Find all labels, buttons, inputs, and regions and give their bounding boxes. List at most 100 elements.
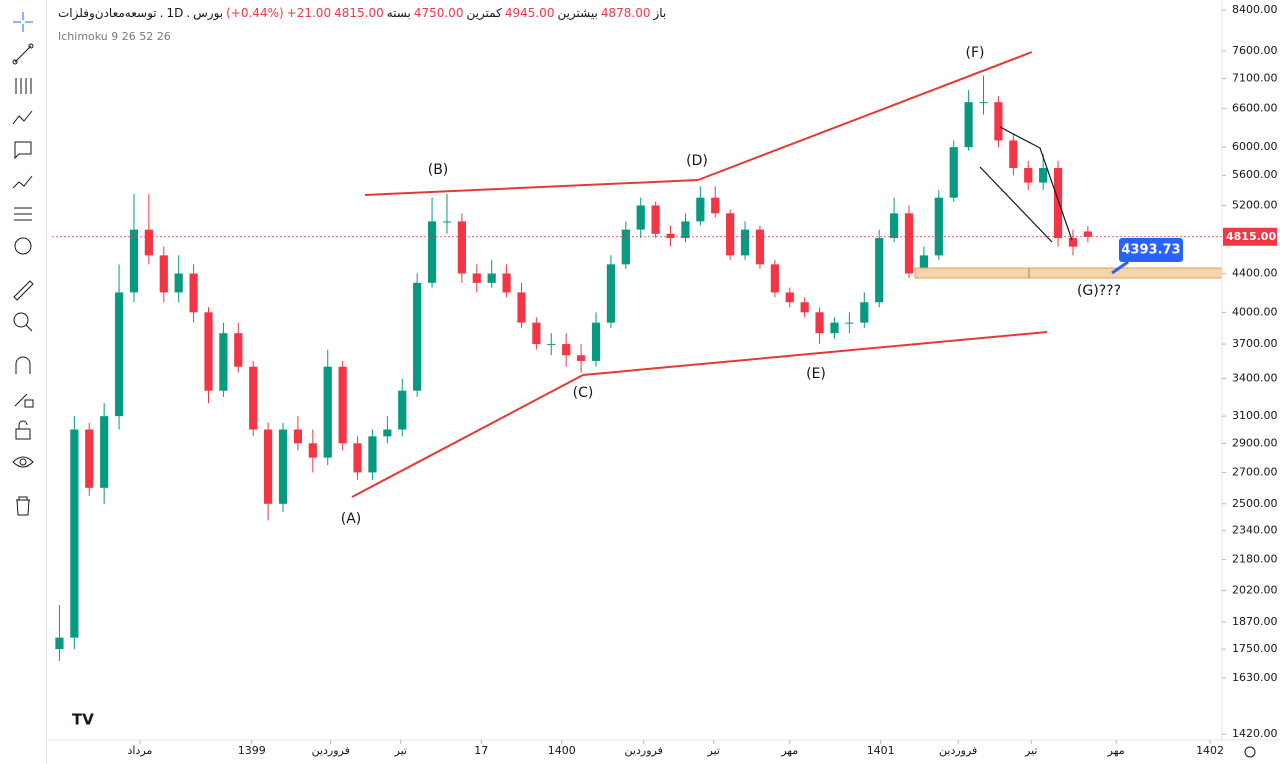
candle-body xyxy=(398,390,407,430)
candle-body xyxy=(994,102,1003,141)
pattern-tool[interactable] xyxy=(11,106,35,130)
candle-body xyxy=(55,637,64,650)
y-tick-label: 2180.00 xyxy=(1232,553,1278,566)
prediction-tool[interactable] xyxy=(11,170,35,194)
candle-body xyxy=(308,443,317,458)
y-tick-label: 1750.00 xyxy=(1232,642,1278,655)
wave-label: (A) xyxy=(341,511,362,527)
candle-body xyxy=(696,197,705,222)
y-tick-label: 4400.00 xyxy=(1232,266,1278,279)
high-value: 4945.00 xyxy=(504,6,555,20)
candle-body xyxy=(144,229,153,256)
zoom-tool[interactable] xyxy=(11,310,35,334)
x-tick-label: مهر xyxy=(1107,744,1125,757)
y-tick-label: 4000.00 xyxy=(1232,305,1278,318)
y-tick-label: 1870.00 xyxy=(1232,615,1278,628)
candle-body xyxy=(189,273,198,313)
candle-body xyxy=(383,429,392,437)
candle-body xyxy=(562,344,571,356)
y-tick-label: 2340.00 xyxy=(1232,524,1278,537)
callout-text: 4393.73 xyxy=(1121,243,1180,258)
last-price-tag xyxy=(1223,227,1277,246)
candle-body xyxy=(323,366,332,458)
candle-body xyxy=(1083,231,1092,237)
candle-body xyxy=(755,229,765,265)
visibility-tool[interactable] xyxy=(11,450,35,474)
icon-tool[interactable] xyxy=(11,234,35,258)
candle-body xyxy=(770,264,779,293)
x-tick-label: فروردین xyxy=(939,744,977,757)
fib-tool[interactable] xyxy=(11,74,35,98)
candle-body xyxy=(264,429,273,504)
candle-body xyxy=(979,102,988,104)
low-value: 4750.00 xyxy=(413,6,464,20)
lock-draw-tool[interactable] xyxy=(11,386,35,410)
line-tool[interactable] xyxy=(11,42,35,66)
candle-body xyxy=(934,197,943,256)
candle-body xyxy=(681,221,690,239)
y-tick-label: 2020.00 xyxy=(1232,584,1278,597)
crosshair-tool[interactable] xyxy=(11,10,35,34)
candle-body xyxy=(100,416,109,488)
candle-body xyxy=(70,429,79,638)
low-label: کمترین xyxy=(466,6,502,20)
change-percent: (+0.44%) xyxy=(226,6,284,20)
candle-body xyxy=(815,312,824,334)
y-tick-label: 6000.00 xyxy=(1232,140,1278,153)
candle-body xyxy=(293,429,303,444)
x-tick-label: تیر xyxy=(394,744,407,757)
x-tick-label: فروردین xyxy=(312,744,350,757)
callout-pointer xyxy=(1111,260,1129,275)
text-tool[interactable] xyxy=(11,138,35,162)
candle-body xyxy=(338,366,347,444)
callout-box xyxy=(1119,238,1183,262)
y-tick-label: 6600.00 xyxy=(1232,101,1278,114)
candle-body xyxy=(1009,140,1018,169)
candle-body xyxy=(159,255,168,293)
y-tick-label: 5600.00 xyxy=(1232,168,1278,181)
candle-body xyxy=(651,205,660,234)
y-tick-label: 1420.00 xyxy=(1232,727,1278,740)
candle-body xyxy=(234,333,243,367)
toolbar xyxy=(0,0,47,764)
candle-body xyxy=(278,429,288,504)
wave-label: (F) xyxy=(966,45,985,61)
settings-icon[interactable] xyxy=(1244,746,1256,758)
y-tick-label: 1630.00 xyxy=(1232,671,1278,684)
magnet-tool[interactable] xyxy=(11,354,35,378)
legend-header: باز 4878.00 بیشترین 4945.00 کمترین 4750.00 … xyxy=(58,6,667,20)
y-tick-label: 7100.00 xyxy=(1232,72,1278,85)
change-value: +21.00 xyxy=(286,6,332,20)
trend-line xyxy=(582,331,1048,376)
trend-line xyxy=(697,51,1033,181)
ruler-tool[interactable] xyxy=(11,278,35,302)
y-tick-label: 3100.00 xyxy=(1232,409,1278,422)
candle-body xyxy=(860,302,869,323)
candle-body xyxy=(666,233,675,239)
candle-body xyxy=(353,443,362,473)
candle-body xyxy=(890,213,899,239)
candle-body xyxy=(711,197,720,214)
candle-body xyxy=(591,322,601,361)
x-tick-label: 1400 xyxy=(548,744,576,757)
y-tick-label: 2500.00 xyxy=(1232,497,1278,510)
support-zone xyxy=(914,267,1223,279)
high-label: بیشترین xyxy=(557,6,598,20)
y-tick-label: 8400.00 xyxy=(1232,3,1278,16)
x-tick-label: تیر xyxy=(1024,744,1037,757)
exchange: بورس xyxy=(193,6,224,20)
lock-tool[interactable] xyxy=(11,418,35,442)
delete-tool[interactable] xyxy=(11,494,35,518)
symbol: توسعه‌معادن‌وفلزات xyxy=(58,6,157,20)
candle-body xyxy=(577,355,586,361)
x-tick-label: تیر xyxy=(707,744,720,757)
candle-body xyxy=(964,102,973,148)
close-label: بسته xyxy=(386,6,411,20)
candle-body xyxy=(442,221,452,223)
candle-body xyxy=(219,333,228,391)
trend-line xyxy=(364,179,699,196)
y-tick-label: 7600.00 xyxy=(1232,44,1278,57)
x-tick-label: مهر xyxy=(780,744,798,757)
measure-tool[interactable] xyxy=(11,202,35,226)
